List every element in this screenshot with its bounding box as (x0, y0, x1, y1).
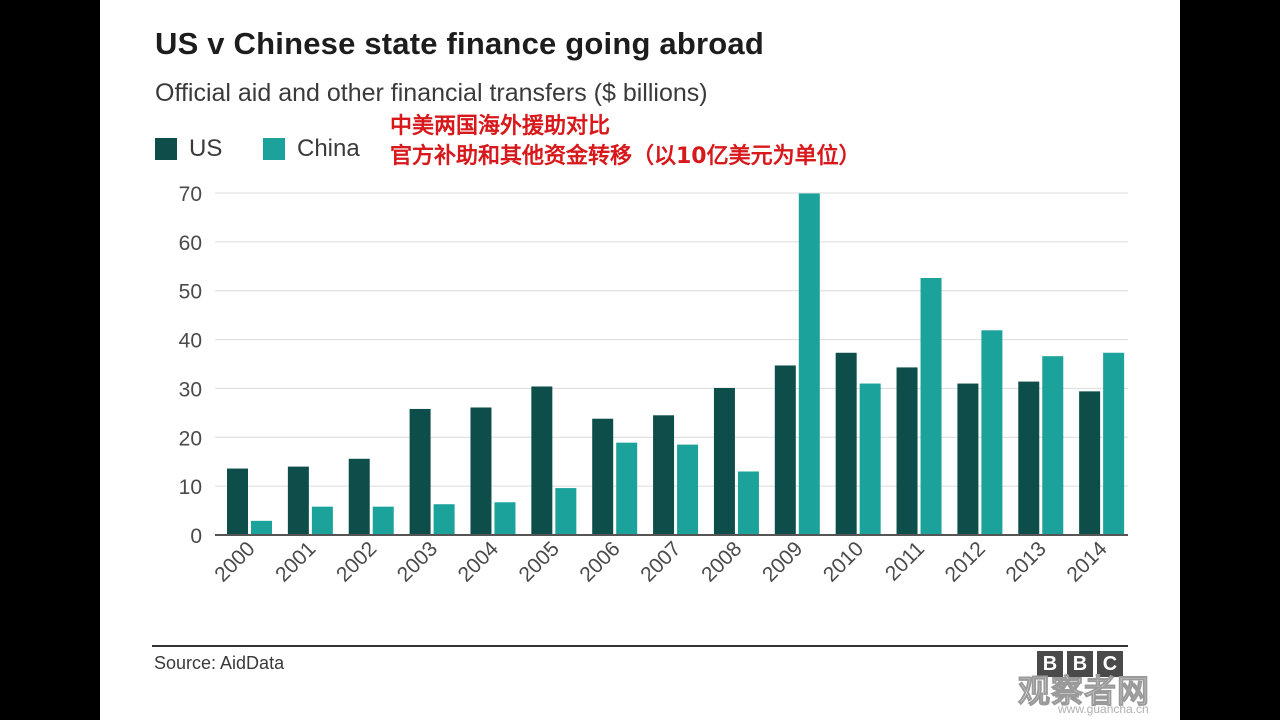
legend-swatch-us (155, 138, 177, 160)
bbc-logo-letter: B (1037, 651, 1063, 677)
x-tick-label: 2004 (454, 537, 504, 587)
source-note: Source: AidData (154, 653, 285, 673)
bbc-logo-letter: B (1067, 651, 1093, 677)
bar-china (494, 502, 516, 535)
legend-label-us: US (189, 135, 223, 162)
bar-us (713, 387, 735, 535)
y-tick-label: 30 (179, 378, 202, 401)
y-tick-label: 40 (179, 330, 202, 353)
bbc-logo-letter: C (1097, 651, 1123, 677)
bar-us (287, 466, 309, 535)
chinese-annotation-line1: 中美两国海外援助对比 (390, 114, 611, 139)
bar-china (311, 506, 333, 535)
chart-subtitle: Official aid and other financial transfe… (155, 79, 708, 107)
bar-china (251, 520, 272, 535)
x-tick-label: 2013 (1002, 537, 1051, 586)
y-tick-label: 0 (190, 525, 202, 548)
y-tick-label: 50 (179, 281, 202, 304)
bar-china (737, 471, 759, 535)
watermark-text: 观察者网 (1017, 672, 1151, 711)
x-tick-label: 2008 (697, 537, 746, 586)
x-tick-label: 2011 (881, 537, 929, 585)
legend-swatch-china (263, 138, 285, 160)
x-tick-label: 2002 (332, 537, 381, 586)
bar-china (555, 488, 577, 535)
x-tick-label: 2005 (515, 537, 564, 586)
x-tick-label: 2007 (636, 537, 685, 586)
bar-us (531, 386, 553, 535)
x-tick-label: 2009 (758, 537, 807, 586)
bar-us (409, 408, 431, 535)
bar-us (470, 407, 492, 535)
chinese-annotation-line2: 官方补助和其他资金转移（以10亿美元为单位） (390, 144, 861, 169)
bar-china (372, 506, 394, 535)
bar-china (920, 278, 942, 535)
chinese-annotation: 中美两国海外援助对比 官方补助和其他资金转移（以10亿美元为单位） (390, 112, 861, 172)
bar-us (774, 365, 796, 535)
bar-china (433, 504, 455, 535)
y-tick-label: 20 (179, 427, 202, 450)
chart-title: US v Chinese state finance going abroad (155, 26, 764, 61)
bar-china (1103, 352, 1125, 535)
bar-us (1079, 391, 1101, 535)
bar-china (1042, 356, 1064, 535)
bbc-logo: B B C (1037, 651, 1123, 677)
legend-label-china: China (297, 135, 360, 162)
y-tick-label: 70 (179, 183, 202, 206)
x-tick-label: 2012 (941, 537, 990, 586)
bar-us (896, 367, 918, 535)
chart-panel: US v Chinese state finance going abroad … (100, 0, 1180, 720)
y-tick-label: 60 (179, 232, 202, 255)
x-tick-label: 2001 (271, 537, 320, 586)
bar-us (957, 383, 979, 535)
bar-us (653, 415, 675, 535)
y-tick-label: 10 (179, 476, 202, 499)
x-tick-label: 2014 (1062, 537, 1112, 587)
source-divider (152, 645, 1128, 647)
bar-china (859, 383, 881, 535)
bar-us (227, 468, 248, 535)
bar-us (835, 352, 857, 535)
bar-us (348, 458, 370, 535)
legend-item-china: China (263, 133, 360, 165)
x-tick-label: 2003 (393, 537, 442, 586)
x-tick-label: 2006 (575, 537, 624, 586)
bar-china (616, 442, 638, 535)
x-tick-label: 2010 (819, 537, 868, 586)
bar-china (981, 330, 1003, 535)
bar-us (1018, 381, 1040, 535)
bar-china (677, 444, 699, 535)
watermark-url: www.guancha.cn (1058, 702, 1149, 716)
bar-us (592, 418, 614, 535)
bar-china (798, 193, 820, 535)
x-tick-label: 2000 (210, 537, 259, 586)
legend-item-us: US (155, 133, 222, 165)
